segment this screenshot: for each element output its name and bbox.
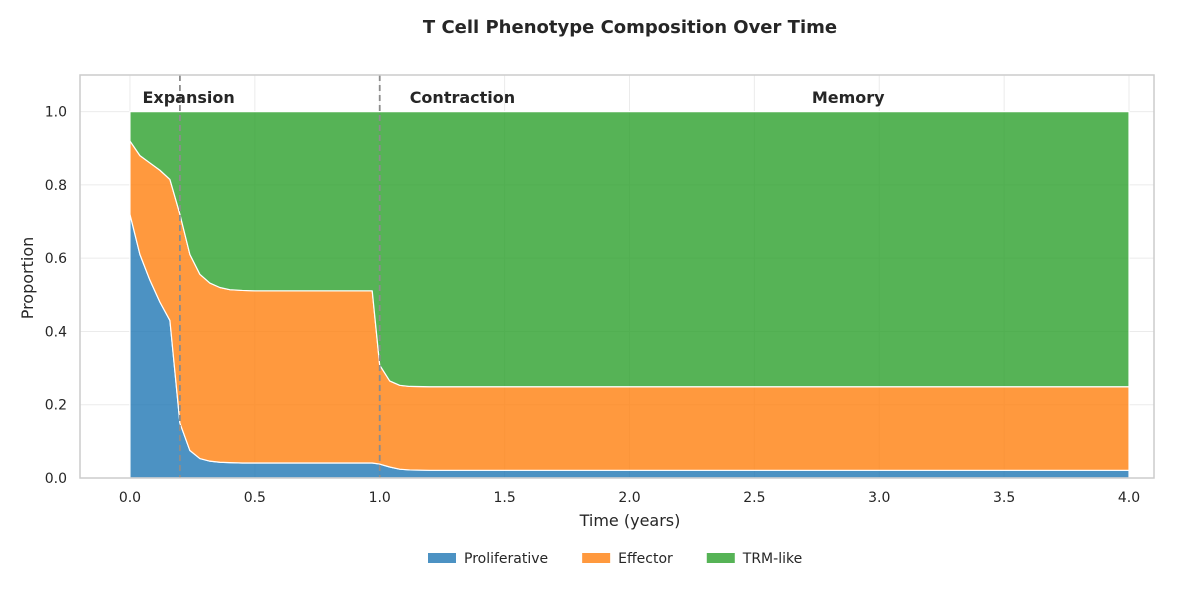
y-tick-labels: 0.0 0.2 0.4 0.6 0.8 1.0: [45, 105, 67, 487]
y-axis-label: Proportion: [18, 237, 37, 320]
x-tick-label: 4.0: [1118, 490, 1140, 506]
y-tick-label: 0.2: [45, 398, 67, 414]
phase-annotations: Expansion Contraction Memory: [142, 88, 885, 107]
legend-swatch: [428, 553, 456, 563]
x-tick-label: 0.5: [244, 490, 266, 506]
area-series: [129, 111, 1130, 479]
phase-label-contraction: Contraction: [410, 88, 515, 107]
legend-swatch: [582, 553, 611, 563]
legend-label: Effector: [618, 551, 673, 567]
x-axis-label: Time (years): [579, 511, 681, 530]
chart-title: T Cell Phenotype Composition Over Time: [423, 17, 837, 38]
legend: Proliferative Effector TRM-like: [428, 551, 802, 567]
legend-label: TRM-like: [742, 551, 802, 567]
x-tick-label: 1.0: [369, 490, 391, 506]
plot-frame: [79, 74, 1155, 479]
y-tick-label: 0.4: [45, 324, 67, 340]
legend-label: Proliferative: [464, 551, 548, 567]
x-tick-label: 1.5: [493, 490, 515, 506]
y-tick-label: 0.6: [45, 251, 67, 267]
y-tick-label: 1.0: [45, 105, 67, 121]
x-tick-label: 2.5: [743, 490, 765, 506]
x-tick-label: 0.0: [119, 490, 141, 506]
phase-label-expansion: Expansion: [142, 88, 234, 107]
x-tick-label: 3.0: [868, 490, 890, 506]
y-tick-label: 0.0: [45, 471, 67, 487]
x-tick-label: 2.0: [618, 490, 640, 506]
phase-lines: [179, 75, 381, 478]
y-tick-label: 0.8: [45, 178, 67, 194]
x-tick-label: 3.5: [993, 490, 1015, 506]
x-tick-labels: 0.0 0.5 1.0 1.5 2.0 2.5 3.0 3.5 4.0: [119, 490, 1140, 506]
legend-swatch: [706, 553, 735, 563]
phase-label-memory: Memory: [812, 88, 885, 107]
